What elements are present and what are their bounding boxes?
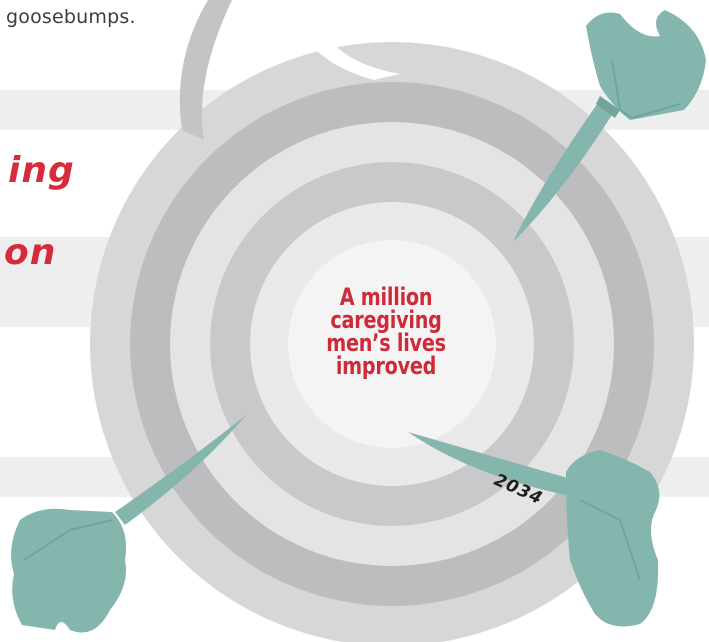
target-ring-highlight — [290, 0, 400, 80]
goal-line: improved — [335, 352, 437, 380]
target-ring-shadow — [179, 0, 232, 140]
dart-icon — [513, 10, 706, 242]
dart-icon — [11, 415, 246, 633]
heading-fragment: ing — [8, 150, 75, 191]
goal-line: men’s lives — [326, 329, 446, 357]
goal-line: caregiving — [330, 306, 442, 334]
target-goal-text: A million caregiving men’s lives improve… — [306, 283, 466, 380]
goal-line: A million — [339, 283, 433, 311]
dart-icon — [408, 432, 660, 627]
intro-text: goosebumps. — [6, 6, 136, 28]
heading-fragment: on — [4, 232, 57, 273]
target-bullseye — [288, 240, 496, 448]
